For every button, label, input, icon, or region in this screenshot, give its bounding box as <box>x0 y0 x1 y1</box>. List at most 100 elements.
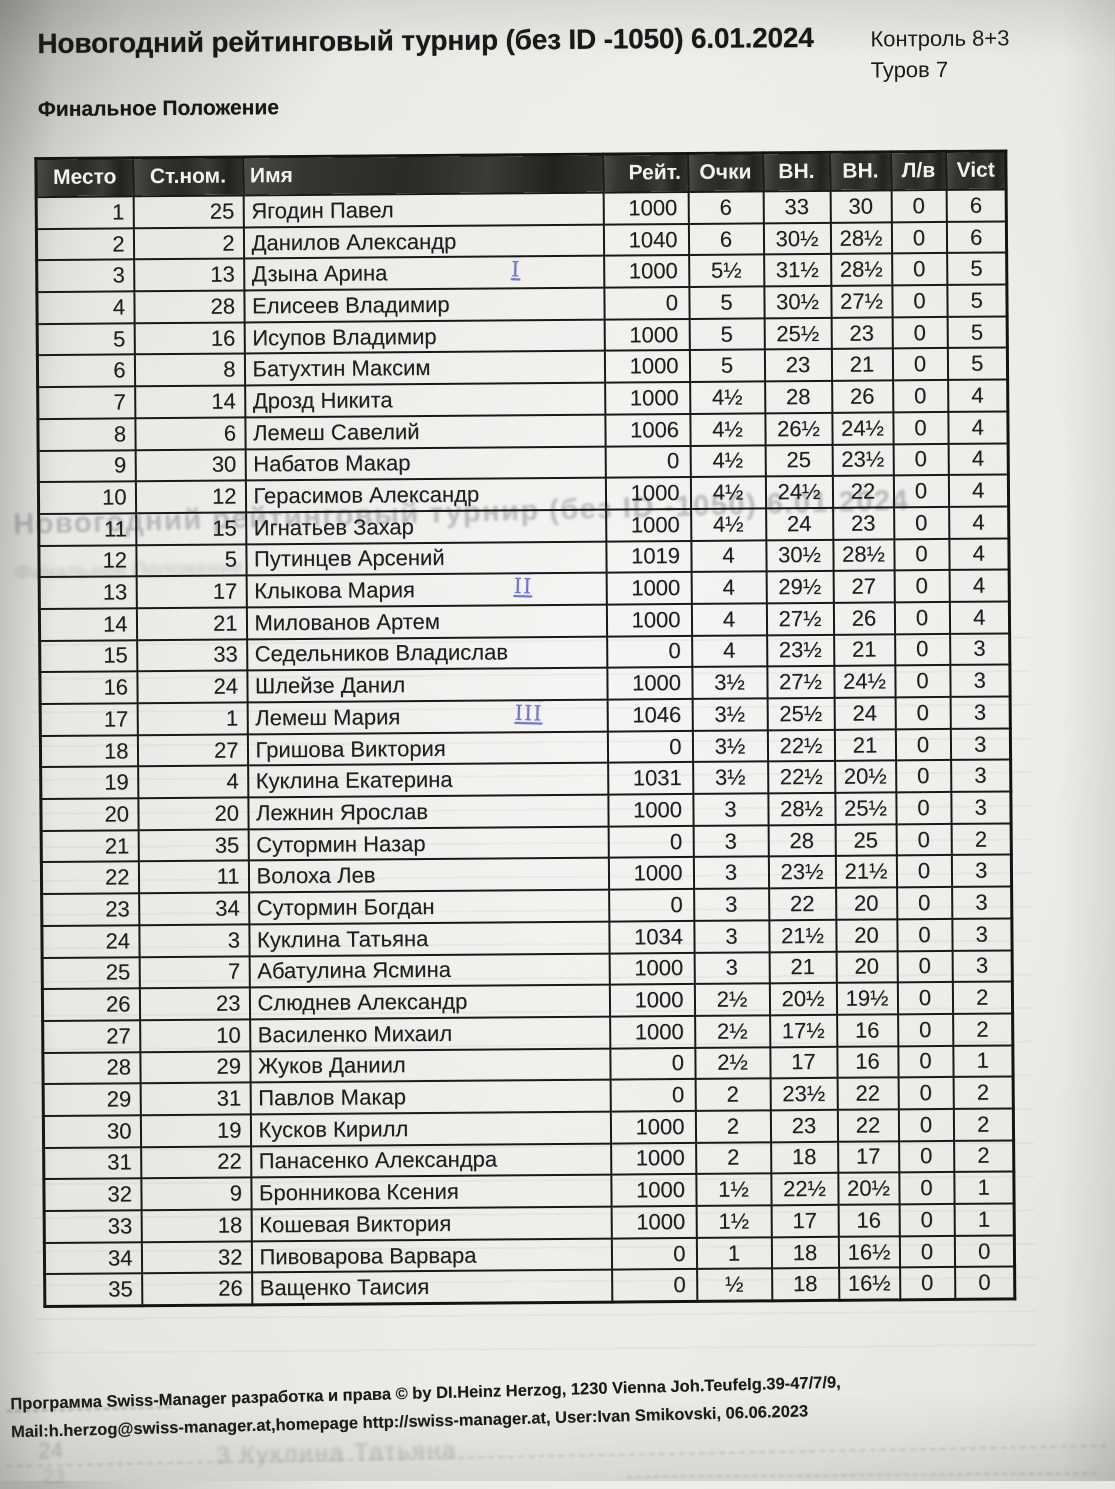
cell-buchholz-1: 23½ <box>770 1078 838 1111</box>
cell-points: 4 <box>691 603 767 636</box>
cell-buchholz-1: 21½ <box>768 919 837 952</box>
cell-victories: 4 <box>948 474 1009 507</box>
cell-points: 5 <box>689 349 765 383</box>
cell-start-number: 11 <box>138 860 249 894</box>
cell-start-number: 17 <box>136 575 247 609</box>
cell-place: 17 <box>40 703 138 736</box>
cell-points: 1½ <box>695 1173 772 1206</box>
cell-start-number: 9 <box>140 1177 252 1211</box>
cell-buchholz-2: 20 <box>835 919 898 952</box>
cell-start-number: 2 <box>133 227 244 260</box>
cell-place: 1 <box>36 196 134 229</box>
cell-name: Панасенко Александра <box>250 1143 611 1178</box>
cell-start-number: 32 <box>141 1241 252 1274</box>
cell-name: Лемеш Савелий <box>244 414 606 449</box>
cell-rating: 1000 <box>609 952 695 985</box>
column-header-name: Имя <box>242 154 604 196</box>
cell-name: Клыкова Мария II <box>246 572 607 608</box>
cell-rating: 1000 <box>609 1015 695 1049</box>
column-header-forfeit: Л/в <box>890 151 947 191</box>
cell-victories: 0 <box>954 1235 1015 1268</box>
cell-name: Абатулина Ясмина <box>249 953 610 988</box>
cell-buchholz-1: 28 <box>768 824 836 857</box>
cell-start-number: 10 <box>139 1019 250 1052</box>
cell-place: 24 <box>41 925 140 958</box>
cell-buchholz-1: 22 <box>768 887 836 921</box>
cell-buchholz-1: 22½ <box>767 729 835 762</box>
cell-victories: 2 <box>952 981 1013 1014</box>
cell-points: 2½ <box>694 1015 770 1048</box>
cell-name: Лежнин Ярослав <box>247 794 609 830</box>
cell-start-number: 26 <box>141 1272 252 1306</box>
scan-smudge-line <box>626 1471 1097 1479</box>
cell-buchholz-2: 23 <box>832 507 894 540</box>
cell-place: 6 <box>37 354 135 388</box>
player-name: Куклина Татьяна <box>256 925 429 953</box>
cell-rating: 1034 <box>608 920 695 954</box>
cell-forfeit: 0 <box>898 1077 954 1110</box>
cell-start-number: 19 <box>140 1114 251 1147</box>
cell-rating: 0 <box>611 1269 697 1303</box>
bleedthrough-number: 23 <box>42 1465 66 1489</box>
player-name: Лемеш Савелий <box>252 418 420 446</box>
cell-name: Данилов Александр <box>243 224 604 259</box>
cell-forfeit: 0 <box>891 189 947 223</box>
cell-buchholz-1: 18 <box>770 1141 838 1174</box>
column-header-buchholz-1: ВН. <box>762 152 831 192</box>
cell-buchholz-2: 28½ <box>832 538 895 572</box>
cell-victories: 2 <box>952 1013 1013 1046</box>
cell-name: Милованов Артем <box>246 604 607 640</box>
player-name: Набатов Макар <box>253 450 411 477</box>
cell-buchholz-2: 21 <box>831 348 893 381</box>
cell-points: 4 <box>691 571 767 604</box>
player-name: Павлов Макар <box>258 1084 407 1111</box>
cell-forfeit: 0 <box>892 380 948 413</box>
cell-buchholz-2: 19½ <box>836 982 898 1015</box>
cell-points: 6 <box>688 223 764 256</box>
cell-forfeit: 0 <box>892 316 948 349</box>
cell-name: Василенко Михаил <box>249 1016 610 1051</box>
cell-victories: 3 <box>949 664 1011 697</box>
cell-buchholz-2: 20½ <box>837 1172 900 1205</box>
cell-rating: 1000 <box>603 191 689 225</box>
cell-buchholz-1: 23½ <box>768 856 836 889</box>
cell-buchholz-2: 27½ <box>830 285 893 318</box>
cell-buchholz-2: 23 <box>831 317 893 350</box>
cell-points: 1 <box>696 1237 772 1270</box>
cell-place: 16 <box>39 671 138 705</box>
player-name: Лемеш Мария <box>255 704 401 731</box>
cell-rating: 1040 <box>603 223 689 257</box>
cell-start-number: 1 <box>137 702 248 735</box>
cell-forfeit: 0 <box>894 665 951 698</box>
cell-place: 2 <box>36 228 134 261</box>
cell-forfeit: 0 <box>892 411 949 444</box>
cell-buchholz-2: 22 <box>832 475 894 508</box>
cell-buchholz-2: 28½ <box>830 222 892 255</box>
cell-start-number: 3 <box>138 924 250 957</box>
cell-place: 9 <box>38 449 136 483</box>
cell-victories: 2 <box>951 823 1012 856</box>
cell-buchholz-1: 17 <box>769 1046 838 1079</box>
cell-start-number: 35 <box>138 829 249 862</box>
cell-buchholz-1: 21 <box>769 951 837 984</box>
cell-start-number: 28 <box>133 290 245 324</box>
cell-forfeit: 0 <box>898 1172 955 1205</box>
cell-victories: 5 <box>946 252 1007 285</box>
cell-name: Ващенко Таисия <box>251 1269 612 1305</box>
cell-buchholz-2: 25½ <box>834 792 897 825</box>
cell-start-number: 20 <box>137 797 249 831</box>
cell-place: 15 <box>39 639 137 673</box>
cell-victories: 4 <box>948 506 1009 539</box>
cell-points: 5½ <box>688 254 764 288</box>
cell-buchholz-1: 29½ <box>766 571 834 604</box>
cell-start-number: 24 <box>136 670 248 704</box>
cell-buchholz-2: 20 <box>836 950 898 984</box>
cell-name: Бронникова Ксения <box>250 1174 612 1210</box>
cell-points: 3 <box>693 856 769 890</box>
handwritten-rank-mark: II <box>512 574 533 599</box>
cell-start-number: 13 <box>133 258 244 292</box>
standings-table: Место Ст.ном. Имя Рейт. Очки ВН. ВН. Л/в… <box>34 149 1017 1309</box>
cell-rating: 0 <box>608 825 694 859</box>
cell-name: Сутормин Назар <box>248 826 609 861</box>
